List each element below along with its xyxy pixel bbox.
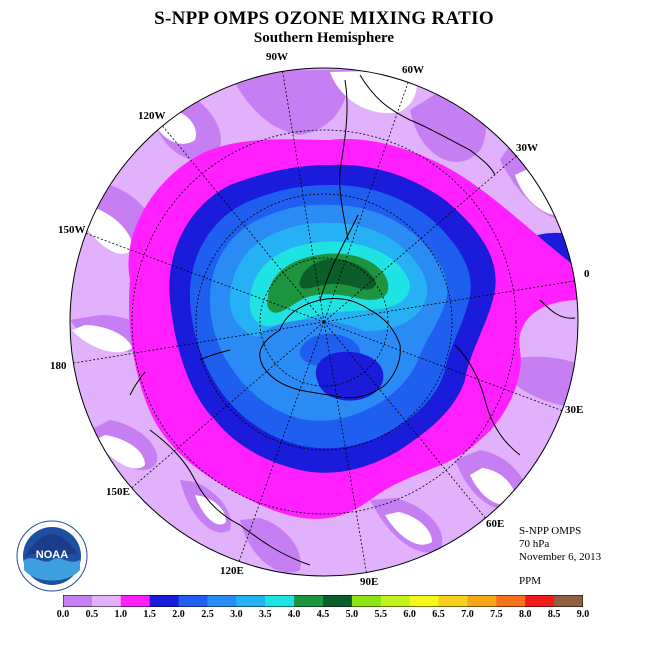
lon-label-90e: 90E bbox=[360, 576, 379, 588]
colorbar-swatch bbox=[149, 595, 180, 607]
colorbar-swatch bbox=[409, 595, 440, 607]
colorbar-swatch bbox=[178, 595, 208, 607]
colorbar-swatch bbox=[294, 595, 324, 607]
colorbar-tick-label: 7.0 bbox=[461, 609, 474, 620]
pressure-level: 70 hPa bbox=[519, 538, 550, 550]
colorbar-tick-label: 3.5 bbox=[258, 609, 272, 620]
colorbar-tick-label: 4.5 bbox=[316, 609, 330, 620]
colorbar-tick-label: 4.0 bbox=[287, 609, 301, 620]
graticule bbox=[70, 68, 578, 576]
colorbar-swatch bbox=[207, 595, 237, 607]
lon-label-90w: 90W bbox=[266, 51, 288, 63]
lon-label-30e: 30E bbox=[565, 404, 584, 416]
colorbar-swatch bbox=[554, 595, 583, 607]
colorbar-tick-label: 8.5 bbox=[547, 609, 561, 620]
lon-label-180: 180 bbox=[50, 360, 67, 372]
lon-label-150w: 150W bbox=[58, 224, 86, 236]
colorbar-tick-label: 2.5 bbox=[201, 609, 214, 620]
map-border bbox=[69, 67, 579, 577]
colorbar-tick-label: 6.0 bbox=[403, 609, 416, 620]
colorbar-tick-label: 3.0 bbox=[230, 609, 243, 620]
colorbar-swatch bbox=[438, 595, 468, 607]
colorbar-tick-label: 1.0 bbox=[114, 609, 128, 620]
colorbar-swatch bbox=[351, 595, 382, 607]
lon-label-0: 0 bbox=[584, 268, 590, 280]
colorbar-tick-label: 5.0 bbox=[345, 609, 359, 620]
map-title: S-NPP OMPS OZONE MIXING RATIO bbox=[154, 8, 494, 29]
colorbar-tick-label: 7.5 bbox=[490, 609, 503, 620]
colorbar-tick-label: 9.0 bbox=[576, 609, 590, 620]
colorbar-tick-label: 1.5 bbox=[143, 609, 156, 620]
colorbar-swatch bbox=[496, 595, 526, 607]
lon-label-30w: 30W bbox=[516, 142, 538, 154]
colorbar-swatch bbox=[236, 595, 266, 607]
colorbar-tick-label: 2.0 bbox=[172, 609, 185, 620]
units-label: PPM bbox=[519, 575, 542, 587]
coastlines bbox=[129, 74, 576, 566]
colorbar-tick-label: 6.5 bbox=[432, 609, 445, 620]
lon-label-150e: 150E bbox=[106, 486, 130, 498]
colorbar-tick-label: 0.5 bbox=[85, 609, 99, 620]
date-label: November 6, 2013 bbox=[519, 551, 602, 563]
colorbar-tick-label: 0.0 bbox=[56, 609, 70, 620]
noaa-logo: NOAA bbox=[16, 520, 88, 592]
colorbar-tick-label: 5.5 bbox=[374, 609, 388, 620]
lon-label-60e: 60E bbox=[486, 518, 505, 530]
contour-fill bbox=[315, 351, 384, 401]
colorbar-swatch bbox=[380, 595, 411, 607]
colorbar-swatch bbox=[265, 595, 295, 607]
lon-label-120w: 120W bbox=[138, 110, 166, 122]
colorbar bbox=[63, 595, 583, 607]
colorbar-swatch bbox=[525, 595, 555, 607]
colorbar-swatch bbox=[467, 595, 497, 607]
lon-label-60w: 60W bbox=[402, 64, 424, 76]
contour-fill bbox=[299, 258, 376, 290]
colorbar-swatch bbox=[63, 595, 93, 607]
instrument-label: S-NPP OMPS bbox=[519, 525, 582, 537]
colorbar-tick-label: 8.0 bbox=[518, 609, 532, 620]
lon-label-120e: 120E bbox=[220, 565, 244, 577]
map-subtitle: Southern Hemisphere bbox=[253, 30, 395, 46]
colorbar-swatch bbox=[91, 595, 122, 607]
colorbar-swatch bbox=[323, 595, 353, 607]
noaa-logo-text: NOAA bbox=[36, 549, 68, 561]
colorbar-swatch bbox=[120, 595, 151, 607]
